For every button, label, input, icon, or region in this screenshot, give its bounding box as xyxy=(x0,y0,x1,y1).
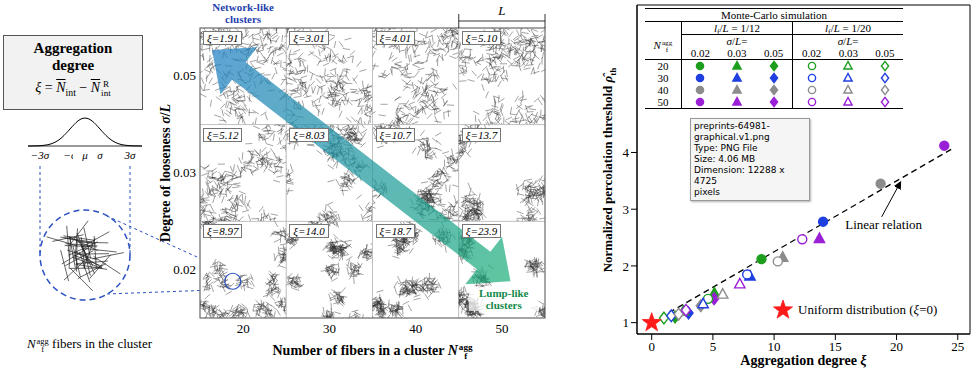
html-text:pixels: pixels xyxy=(694,187,720,197)
html-text:σ / L =: σ / L = xyxy=(837,35,859,47)
html-text:40: 40 xyxy=(409,321,423,336)
html-text:ρ̂: ρ̂ xyxy=(600,75,615,82)
html-text:σ: σ xyxy=(158,116,173,124)
svg-text:2: 2 xyxy=(623,259,630,274)
html-text:Lump-like clusters: Lump-like clusters xyxy=(479,287,529,311)
html-text:Aggregation degree ξ: Aggregation degree ξ xyxy=(740,353,867,368)
html-text:ξ= 3.01: ξ= 3.01 xyxy=(293,32,325,44)
svg-text:5: 5 xyxy=(710,339,717,354)
html-text:Nagg: Nagg xyxy=(26,335,49,351)
html-text:Type: PNG File: Type: PNG File xyxy=(694,143,758,153)
html-text:0.02: 0.02 xyxy=(690,47,710,59)
html-text:20: 20 xyxy=(657,60,669,72)
html-text:50: 50 xyxy=(657,96,669,108)
html-text:σ / L =: σ / L = xyxy=(726,35,748,47)
html-text:ξ= 5.12: ξ= 5.12 xyxy=(207,128,239,141)
html-text:Aggregation degree: Aggregation degree xyxy=(33,40,113,73)
html-text:−σ: −σ xyxy=(63,149,77,161)
html-text:0.02: 0.02 xyxy=(801,47,822,59)
html-text:ξ= 5.10: ξ= 5.10 xyxy=(465,32,498,44)
html-text:preprints-64981-: preprints-64981- xyxy=(694,121,770,131)
html-text:f: f xyxy=(464,351,468,362)
html-text:ξ= 1.91: ξ= 1.91 xyxy=(207,32,239,44)
html-text:L: L xyxy=(158,103,173,113)
html-text:th: th xyxy=(607,67,618,76)
html-text:Size: 4.06 MB: Size: 4.06 MB xyxy=(694,154,756,164)
html-text:ξ= 18.7: ξ= 18.7 xyxy=(379,225,411,238)
html-text:Nagg: Nagg xyxy=(653,38,673,52)
svg-text:3: 3 xyxy=(623,202,630,217)
html-text:f: f xyxy=(665,45,669,54)
html-text:30: 30 xyxy=(322,321,336,336)
html-text:−3σ: −3σ xyxy=(30,149,50,161)
svg-text:20: 20 xyxy=(890,339,903,354)
html-text:ξ= 4.01: ξ= 4.01 xyxy=(379,32,411,44)
svg-text:4: 4 xyxy=(623,145,630,160)
html-text:Uniform distribution (ξ =0): Uniform distribution (ξ =0) xyxy=(798,302,938,317)
html-text:lf/ L = 1/12: lf/ L = 1/12 xyxy=(713,22,760,38)
html-text:ξ = Nint− NR: ξ = Nint− NR xyxy=(35,79,109,99)
html-text:ξ= 13.7: ξ= 13.7 xyxy=(465,128,498,141)
html-text:0.03: 0.03 xyxy=(838,47,858,59)
html-text:ξ= 14.0: ξ= 14.0 xyxy=(293,225,325,238)
html-text:L: L xyxy=(498,3,506,18)
html-text:30: 30 xyxy=(657,72,669,84)
html-text:Number of fibers in a cluster: Number of fibers in a cluster Nagg xyxy=(272,342,473,359)
html-text:int: int xyxy=(101,88,111,99)
svg-text:25: 25 xyxy=(951,339,964,354)
html-text:0.03: 0.03 xyxy=(727,47,747,59)
html-text:ξ= 10.7: ξ= 10.7 xyxy=(379,128,411,141)
html-text:0.05: 0.05 xyxy=(875,47,895,59)
svg-text:10: 10 xyxy=(768,339,781,354)
html-text:50: 50 xyxy=(495,321,509,336)
html-text:ξ= 23.9: ξ= 23.9 xyxy=(465,225,498,238)
html-text:σ: σ xyxy=(97,149,103,161)
html-text:ξ= 8.03: ξ= 8.03 xyxy=(293,128,325,141)
html-text:Monte-Carlo simulation: Monte-Carlo simulation xyxy=(721,9,827,21)
html-text:20: 20 xyxy=(236,321,250,336)
html-text:Network-like clusters: Network-like clusters xyxy=(212,1,274,25)
svg-text:15: 15 xyxy=(829,339,842,354)
html-text:0.05: 0.05 xyxy=(764,47,784,59)
html-text:ξ= 8.97: ξ= 8.97 xyxy=(207,225,239,238)
html-text:0.03: 0.03 xyxy=(173,165,196,180)
svg-text:0: 0 xyxy=(648,339,655,354)
html-text:graphical.v1.png: graphical.v1.png xyxy=(694,132,770,142)
html-text:Degree of looseness: Degree of looseness xyxy=(158,123,173,243)
html-text:3σ: 3σ xyxy=(124,149,136,161)
html-text:lf/ L = 1/20: lf/ L = 1/20 xyxy=(825,22,872,38)
html-text:0.02: 0.02 xyxy=(173,261,196,277)
svg-text:1: 1 xyxy=(623,315,630,330)
html-text:Linear relation: Linear relation xyxy=(845,216,923,232)
html-text:0.05: 0.05 xyxy=(173,68,196,84)
html-text:40: 40 xyxy=(657,84,669,96)
html-text:Dimension: 12288 x 4725: Dimension: 12288 x 4725 xyxy=(694,165,785,186)
html-text:μ: μ xyxy=(82,149,88,161)
html-text:Normalized percolation thresho: Normalized percolation threshold xyxy=(600,82,615,272)
html-text:f fibers in the cluster: f fibers in the cluster xyxy=(41,336,152,354)
